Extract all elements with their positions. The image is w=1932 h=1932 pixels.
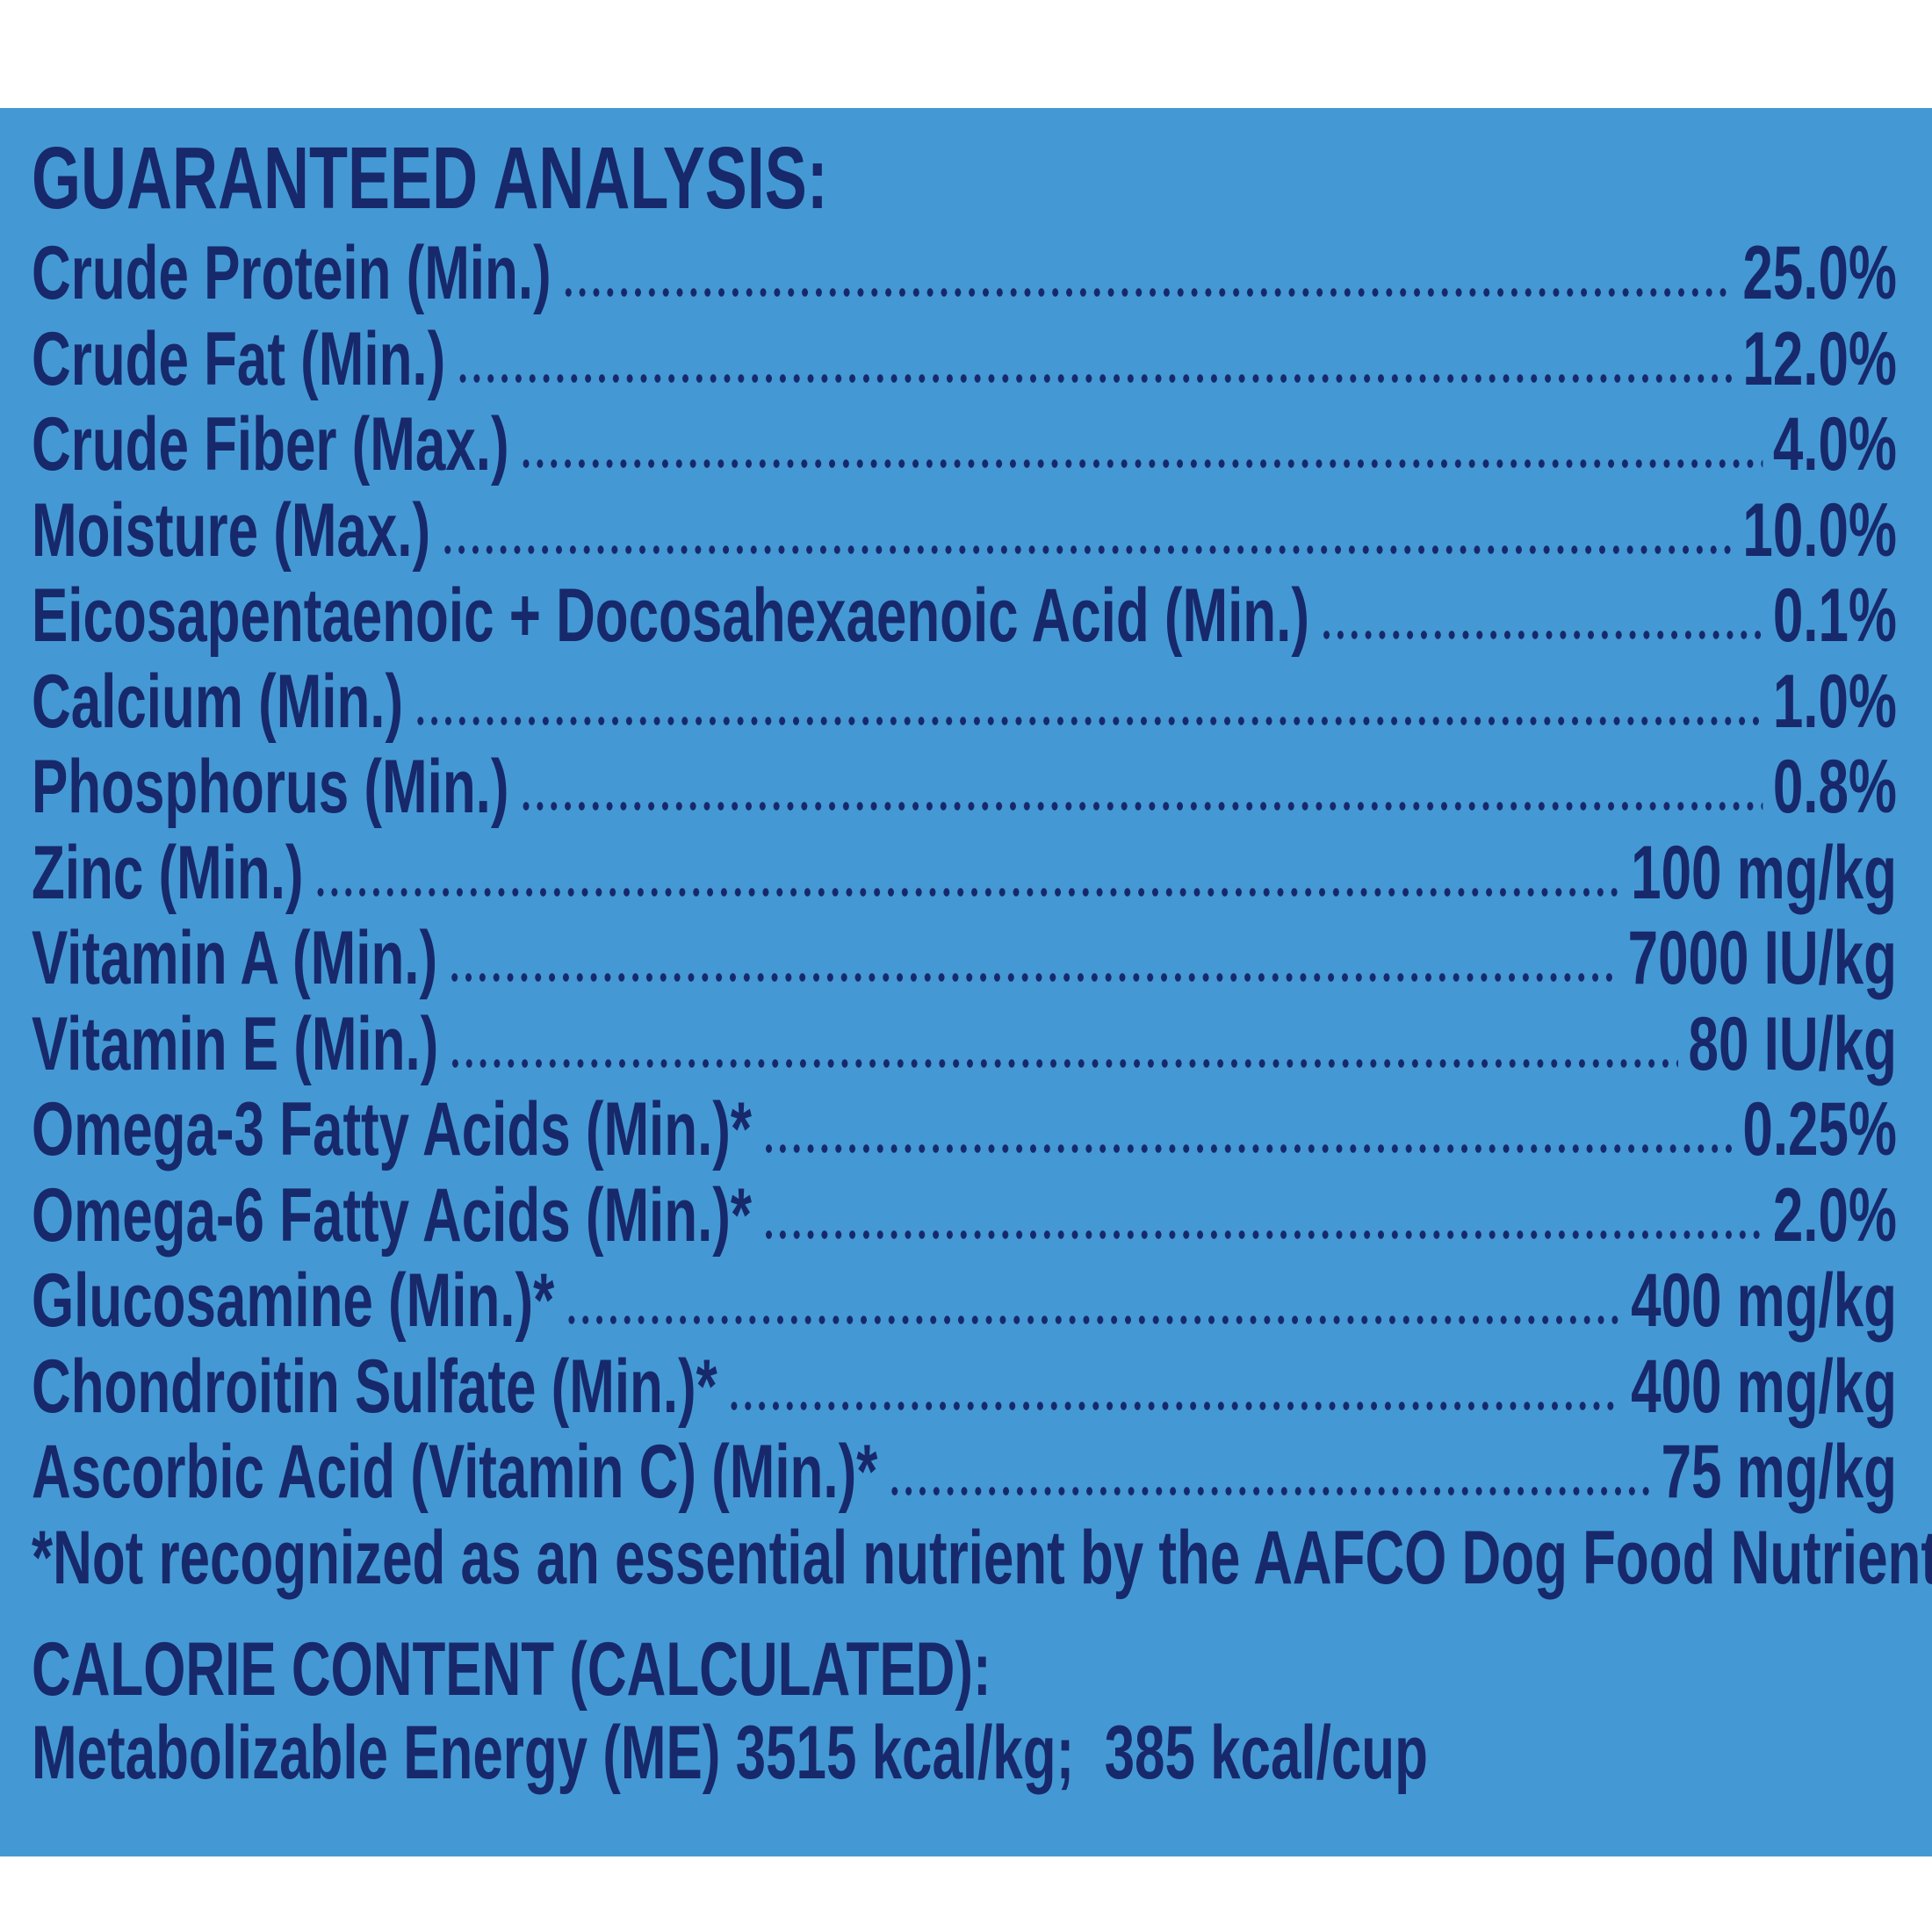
analysis-row: Omega-6 Fatty Acids (Min.)* 2.0% bbox=[32, 1173, 1897, 1259]
dot-leader bbox=[887, 1485, 1652, 1497]
analysis-row: Omega-3 Fatty Acids (Min.)* 0.25% bbox=[32, 1087, 1897, 1173]
nutrient-label: Crude Fat (Min.) bbox=[32, 316, 446, 401]
dot-leader bbox=[761, 1228, 1763, 1241]
nutrient-label: Eicosapentaenoic + Docosahexaenoic Acid … bbox=[32, 573, 1309, 658]
analysis-row: Moisture (Max.) 10.0% bbox=[32, 488, 1897, 574]
nutrient-value: 2.0% bbox=[1772, 1172, 1897, 1258]
dot-leader bbox=[448, 1056, 1679, 1070]
nutrient-label: Omega-6 Fatty Acids (Min.)* bbox=[32, 1172, 752, 1258]
calorie-text: Metabolizable Energy (ME) 3515 kcal/kg; … bbox=[32, 1710, 1428, 1795]
analysis-row: Calcium (Min.) 1.0% bbox=[32, 660, 1897, 746]
nutrient-value: 25.0% bbox=[1742, 231, 1897, 315]
nutrient-value: 0.25% bbox=[1742, 1087, 1897, 1171]
nutrient-value: 4.0% bbox=[1772, 402, 1897, 487]
dot-leader bbox=[440, 543, 1733, 556]
analysis-row: Chondroitin Sulfate (Min.)* 400 mg/kg bbox=[32, 1344, 1897, 1431]
nutrient-label: Crude Fiber (Max.) bbox=[32, 402, 509, 487]
nutrient-label: Vitamin E (Min.) bbox=[32, 1001, 439, 1086]
footnote: *Not recognized as an essential nutrient… bbox=[32, 1515, 1932, 1600]
dot-leader bbox=[727, 1399, 1621, 1412]
nutrient-value: 100 mg/kg bbox=[1631, 830, 1897, 915]
analysis-row: Crude Protein (Min.) 25.0% bbox=[32, 231, 1897, 317]
nutrient-value: 1.0% bbox=[1772, 659, 1897, 744]
dot-leader bbox=[455, 371, 1733, 385]
section-title: GUARANTEED ANALYSIS: bbox=[32, 129, 828, 227]
nutrient-label: Glucosamine (Min.)* bbox=[32, 1258, 555, 1343]
dot-leader bbox=[519, 458, 1763, 470]
analysis-row: Eicosapentaenoic + Docosahexaenoic Acid … bbox=[32, 573, 1897, 660]
analysis-rows: Crude Protein (Min.) 25.0% Crude Fat (Min.… bbox=[32, 231, 1897, 1516]
nutrient-value: 400 mg/kg bbox=[1631, 1258, 1897, 1343]
dot-leader bbox=[761, 1143, 1733, 1155]
nutrient-label: Vitamin A (Min.) bbox=[32, 916, 438, 1000]
nutrient-label: Omega-3 Fatty Acids (Min.)* bbox=[32, 1087, 752, 1171]
dot-leader bbox=[1319, 629, 1763, 641]
nutrient-label: Calcium (Min.) bbox=[32, 659, 404, 744]
analysis-row: Phosphorus (Min.) 0.8% bbox=[32, 745, 1897, 831]
nutrient-value: 75 mg/kg bbox=[1661, 1430, 1897, 1514]
calorie-title: CALORIE CONTENT (CALCULATED): bbox=[32, 1627, 991, 1712]
nutrient-label: Moisture (Max.) bbox=[32, 487, 431, 573]
dot-leader bbox=[314, 885, 1621, 898]
nutrient-label: Phosphorus (Min.) bbox=[32, 745, 509, 829]
dot-leader bbox=[447, 971, 1618, 984]
analysis-row: Vitamin E (Min.) 80 IU/kg bbox=[32, 1002, 1897, 1088]
dot-leader bbox=[413, 714, 1763, 727]
dot-leader bbox=[564, 1314, 1621, 1326]
dot-leader bbox=[561, 286, 1733, 299]
dot-leader bbox=[518, 800, 1763, 812]
analysis-row: Glucosamine (Min.)* 400 mg/kg bbox=[32, 1258, 1897, 1344]
nutrient-value: 10.0% bbox=[1742, 487, 1897, 573]
nutrient-label: Ascorbic Acid (Vitamin C) (Min.)* bbox=[32, 1430, 878, 1514]
analysis-row: Ascorbic Acid (Vitamin C) (Min.)* 75 mg/k… bbox=[32, 1430, 1897, 1516]
nutrient-value: 7000 IU/kg bbox=[1627, 916, 1897, 1000]
nutrient-value: 0.1% bbox=[1772, 573, 1897, 658]
label-panel: GUARANTEED ANALYSIS: Crude Protein (Min.… bbox=[0, 108, 1932, 1856]
nutrient-label: Zinc (Min.) bbox=[32, 830, 304, 915]
nutrient-value: 400 mg/kg bbox=[1631, 1344, 1897, 1429]
analysis-row: Crude Fiber (Max.) 4.0% bbox=[32, 402, 1897, 488]
analysis-content: GUARANTEED ANALYSIS: Crude Protein (Min.… bbox=[32, 126, 1932, 1795]
analysis-row: Zinc (Min.) 100 mg/kg bbox=[32, 831, 1897, 917]
nutrient-value: 80 IU/kg bbox=[1688, 1001, 1897, 1086]
nutrient-value: 0.8% bbox=[1772, 745, 1897, 829]
analysis-row: Crude Fat (Min.) 12.0% bbox=[32, 317, 1897, 403]
nutrient-label: Chondroitin Sulfate (Min.)* bbox=[32, 1344, 717, 1429]
nutrient-value: 12.0% bbox=[1742, 316, 1897, 401]
nutrient-label: Crude Protein (Min.) bbox=[32, 231, 551, 315]
analysis-row: Vitamin A (Min.) 7000 IU/kg bbox=[32, 916, 1897, 1002]
